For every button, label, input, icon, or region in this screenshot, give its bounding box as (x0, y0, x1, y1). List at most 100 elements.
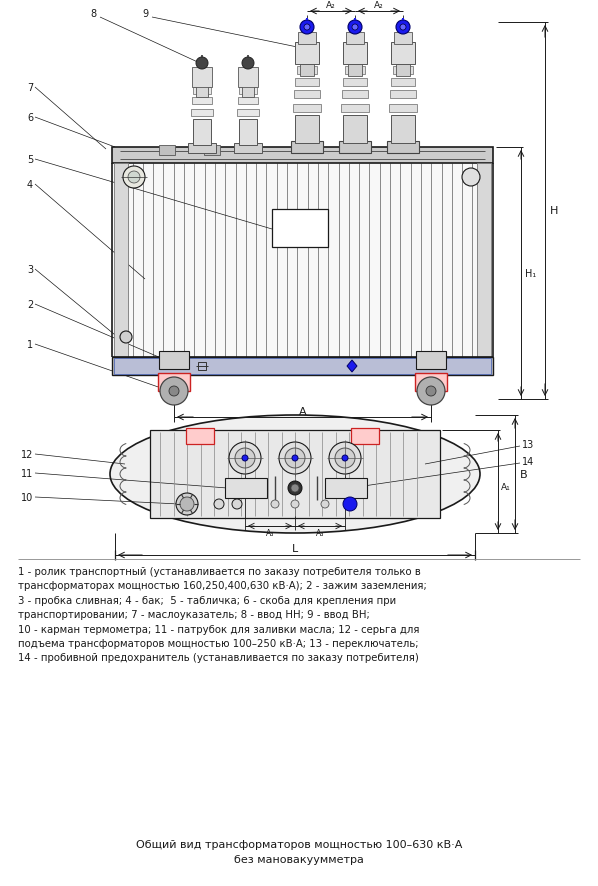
Circle shape (128, 172, 140, 183)
Circle shape (235, 448, 255, 469)
Bar (346, 33, 364, 45)
Text: 2: 2 (27, 299, 33, 309)
Circle shape (232, 500, 242, 509)
Bar (391, 79, 415, 87)
Circle shape (242, 455, 248, 462)
Circle shape (196, 58, 208, 70)
Bar (477, 164, 491, 358)
Bar (239, 88, 257, 95)
Circle shape (329, 442, 361, 475)
Bar (186, 429, 214, 445)
Bar (345, 67, 365, 75)
Text: A₃: A₃ (266, 529, 274, 538)
Bar (295, 79, 319, 87)
Text: A: A (298, 407, 306, 416)
Bar (396, 63, 410, 77)
Bar (198, 362, 206, 370)
Bar (298, 33, 316, 45)
Bar (391, 43, 415, 65)
Circle shape (343, 497, 357, 511)
Text: 14: 14 (522, 456, 534, 466)
Bar (291, 142, 323, 154)
Bar (238, 97, 258, 105)
Bar (343, 116, 367, 144)
Text: Общий вид трансформаторов мощностью 100–630 кВ·А
без мановакуумметра: Общий вид трансформаторов мощностью 100–… (136, 839, 462, 864)
Bar (295, 116, 319, 144)
Bar (225, 478, 267, 499)
Bar (393, 67, 413, 75)
Bar (112, 148, 493, 164)
Bar (239, 120, 257, 146)
Circle shape (342, 455, 348, 462)
Bar (191, 110, 213, 117)
Bar (325, 478, 367, 499)
Bar (112, 358, 493, 376)
Text: 3: 3 (27, 265, 33, 275)
Bar (293, 105, 321, 113)
Bar (196, 86, 208, 97)
Circle shape (123, 167, 145, 189)
Bar (272, 210, 328, 248)
Circle shape (291, 501, 299, 509)
Text: H₁: H₁ (525, 268, 536, 279)
Bar (387, 142, 419, 154)
Circle shape (352, 25, 358, 31)
Circle shape (292, 455, 298, 462)
Bar (343, 79, 367, 87)
Circle shape (462, 169, 480, 187)
Bar (297, 67, 317, 75)
Bar (238, 68, 258, 88)
Text: 6: 6 (27, 113, 33, 123)
Bar (300, 63, 314, 77)
Circle shape (288, 481, 302, 495)
Circle shape (304, 25, 310, 31)
Bar (193, 120, 211, 146)
Circle shape (180, 497, 194, 511)
Bar (159, 352, 189, 369)
Bar (348, 63, 362, 77)
Circle shape (271, 501, 279, 509)
Text: 1 - ролик транспортный (устанавливается по заказу потребителя только в
трансформ: 1 - ролик транспортный (устанавливается … (18, 566, 427, 663)
Bar (342, 91, 368, 99)
Bar (391, 116, 415, 144)
Bar (150, 431, 440, 518)
Circle shape (335, 448, 355, 469)
Circle shape (160, 377, 188, 406)
Bar (159, 146, 175, 156)
Bar (416, 352, 446, 369)
Bar (339, 142, 371, 154)
Bar (394, 33, 412, 45)
Text: 5: 5 (27, 155, 33, 165)
Bar (389, 105, 417, 113)
Text: 4: 4 (27, 180, 33, 190)
Text: 13: 13 (522, 439, 534, 449)
Bar (188, 144, 216, 154)
Bar (390, 91, 416, 99)
Circle shape (214, 500, 224, 509)
Circle shape (348, 21, 362, 35)
Text: 7: 7 (27, 83, 33, 93)
Bar (158, 374, 190, 392)
Text: B: B (520, 470, 527, 479)
Bar (114, 359, 491, 375)
Text: A₃: A₃ (316, 529, 324, 538)
Text: A₁: A₁ (501, 483, 511, 492)
Text: 10: 10 (21, 493, 33, 502)
Circle shape (400, 25, 406, 31)
Text: 11: 11 (21, 469, 33, 478)
Text: L: L (292, 543, 298, 554)
Circle shape (321, 501, 329, 509)
Ellipse shape (110, 416, 480, 533)
Bar (204, 146, 220, 156)
Bar (343, 43, 367, 65)
Bar (415, 374, 447, 392)
Bar (341, 105, 369, 113)
Circle shape (291, 485, 299, 493)
Bar (112, 148, 493, 358)
Bar (294, 91, 320, 99)
Circle shape (176, 494, 198, 516)
Text: 8: 8 (90, 9, 96, 19)
Circle shape (229, 442, 261, 475)
Circle shape (396, 21, 410, 35)
Text: H: H (550, 206, 559, 216)
